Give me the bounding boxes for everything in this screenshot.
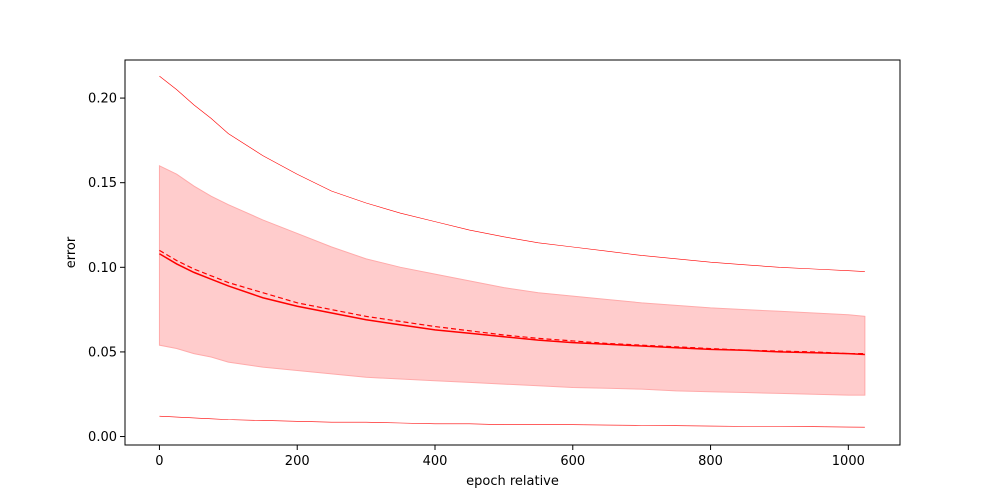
- mean-line: [159, 253, 865, 356]
- y-axis: 0.00 0.05 0.10 0.15 0.20: [88, 92, 125, 445]
- max-line: [159, 75, 865, 272]
- x-tick-label: 800: [698, 454, 723, 469]
- x-tick-label: 1000: [832, 454, 865, 469]
- y-tick-label: 0.10: [88, 261, 117, 276]
- y-axis-label: error: [64, 236, 79, 268]
- y-tick-label: 0.05: [88, 345, 117, 360]
- x-axis: 0 200 400 600 800 1000: [155, 445, 865, 469]
- y-tick-label: 0.20: [88, 92, 117, 107]
- plot-area: [158, 75, 866, 428]
- min-line: [159, 415, 865, 428]
- std-band: [158, 164, 866, 396]
- y-tick-label: 0.15: [88, 176, 117, 191]
- x-tick-label: 0: [155, 454, 163, 469]
- y-tick-label: 0.00: [88, 430, 117, 445]
- x-axis-label: epoch relative: [466, 474, 559, 489]
- axes-frame: [124, 59, 901, 446]
- x-tick-label: 400: [423, 454, 448, 469]
- x-tick-label: 600: [560, 454, 585, 469]
- x-tick-label: 200: [285, 454, 310, 469]
